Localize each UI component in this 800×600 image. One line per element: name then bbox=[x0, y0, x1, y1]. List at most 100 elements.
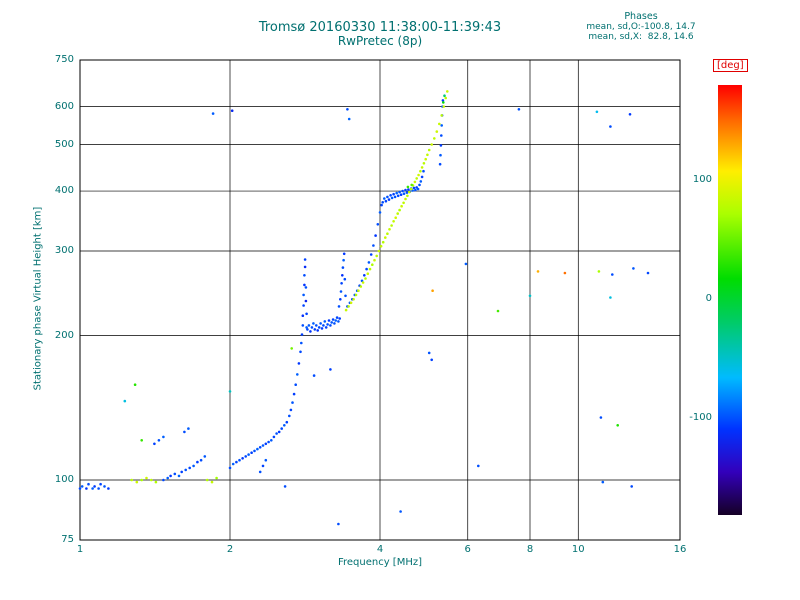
data-point bbox=[301, 314, 305, 318]
data-point bbox=[442, 105, 446, 108]
data-point bbox=[611, 273, 614, 276]
data-point bbox=[410, 183, 414, 187]
data-point bbox=[302, 304, 305, 307]
colorbar-tick-label: -100 bbox=[689, 412, 712, 424]
data-point bbox=[378, 211, 382, 214]
data-point bbox=[424, 157, 428, 161]
x-axis-label: Frequency [MHz] bbox=[337, 557, 423, 568]
data-point bbox=[309, 330, 312, 333]
data-point bbox=[433, 137, 436, 140]
data-point bbox=[103, 485, 106, 488]
data-point bbox=[396, 212, 400, 215]
data-point bbox=[99, 482, 102, 486]
data-point bbox=[154, 480, 158, 484]
data-point bbox=[169, 474, 172, 478]
data-point bbox=[392, 192, 395, 196]
data-point bbox=[231, 462, 235, 466]
data-point bbox=[415, 177, 419, 180]
data-point bbox=[320, 327, 324, 330]
data-point bbox=[289, 408, 293, 412]
data-point bbox=[241, 457, 244, 460]
data-point bbox=[303, 283, 306, 287]
plot-border bbox=[79, 59, 681, 541]
data-point bbox=[277, 430, 281, 434]
data-point bbox=[344, 308, 348, 312]
data-point bbox=[199, 458, 203, 462]
data-point bbox=[386, 195, 389, 199]
x-tick-label: 10 bbox=[571, 544, 585, 555]
data-point bbox=[244, 455, 247, 458]
data-point bbox=[440, 134, 443, 137]
data-point bbox=[438, 122, 441, 126]
data-point bbox=[402, 192, 406, 195]
data-point bbox=[261, 464, 265, 468]
phases-x-stats: mean, sd,X: 82.8, 14.6 bbox=[588, 32, 694, 42]
data-point bbox=[261, 444, 265, 447]
data-point bbox=[352, 298, 355, 301]
data-point bbox=[280, 427, 284, 430]
data-point bbox=[180, 470, 183, 474]
data-point bbox=[384, 199, 388, 203]
data-point bbox=[630, 485, 633, 488]
data-point bbox=[609, 125, 612, 128]
data-point bbox=[398, 190, 401, 194]
data-point bbox=[80, 485, 84, 488]
data-point bbox=[253, 449, 256, 453]
data-point bbox=[238, 458, 241, 462]
data-point bbox=[196, 460, 199, 464]
data-point bbox=[632, 267, 635, 270]
data-point bbox=[301, 324, 305, 327]
data-point bbox=[258, 446, 262, 449]
data-point bbox=[140, 478, 143, 482]
data-point bbox=[264, 458, 268, 462]
data-point bbox=[405, 191, 409, 194]
data-point bbox=[344, 294, 347, 298]
data-point bbox=[438, 162, 442, 166]
phases-heading: Phases bbox=[624, 11, 658, 22]
data-point bbox=[400, 204, 403, 208]
data-point bbox=[381, 240, 385, 244]
data-point bbox=[150, 478, 153, 482]
data-point bbox=[303, 265, 307, 269]
y-tick-label: 400 bbox=[54, 185, 74, 197]
data-point bbox=[228, 390, 232, 393]
data-point bbox=[517, 108, 521, 111]
colorbar-unit-label: [deg] bbox=[713, 59, 748, 72]
data-point bbox=[338, 317, 342, 320]
data-point bbox=[247, 453, 250, 456]
data-point bbox=[390, 196, 394, 200]
data-point bbox=[342, 258, 345, 262]
data-point bbox=[440, 114, 444, 117]
data-point bbox=[258, 470, 262, 474]
data-point bbox=[292, 392, 296, 396]
data-point bbox=[203, 455, 207, 458]
y-tick-label: 750 bbox=[54, 54, 74, 65]
data-point bbox=[327, 319, 331, 322]
data-point bbox=[188, 466, 191, 470]
y-tick-label: 200 bbox=[54, 329, 74, 341]
data-point bbox=[310, 326, 314, 329]
data-point bbox=[341, 266, 345, 269]
data-point bbox=[386, 232, 389, 235]
data-point bbox=[401, 189, 404, 193]
data-point bbox=[402, 201, 405, 205]
x-tick-label: 16 bbox=[673, 544, 687, 555]
data-point bbox=[123, 399, 127, 403]
data-point bbox=[477, 464, 480, 468]
data-point bbox=[290, 347, 294, 350]
data-point bbox=[183, 430, 186, 434]
data-point bbox=[365, 267, 368, 271]
data-point bbox=[364, 277, 367, 280]
x-tick-label: 2 bbox=[226, 544, 234, 555]
colorbar bbox=[718, 85, 742, 515]
data-point bbox=[399, 510, 402, 513]
data-point bbox=[316, 329, 320, 332]
data-point bbox=[422, 169, 425, 173]
data-point bbox=[177, 474, 181, 478]
data-point bbox=[288, 414, 291, 418]
y-tick-label: 500 bbox=[54, 138, 74, 150]
data-point bbox=[317, 326, 321, 329]
data-point bbox=[133, 383, 137, 387]
data-point bbox=[107, 487, 110, 490]
